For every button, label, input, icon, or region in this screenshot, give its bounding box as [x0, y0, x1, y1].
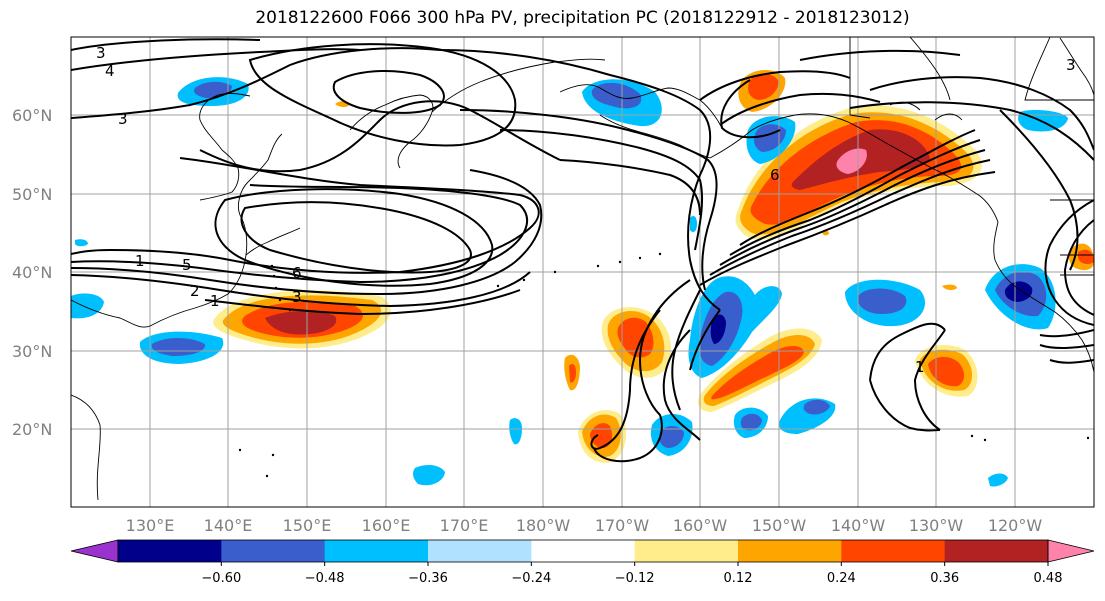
colorbar-tick-label: 0.36: [930, 571, 959, 586]
colorbar-tick-label: 0.24: [827, 571, 856, 586]
lat-label: 20°N: [12, 420, 52, 439]
colorbar-tick-label: −0.36: [408, 571, 448, 586]
lon-label: 170°W: [595, 516, 650, 535]
colorbar-swatch: [118, 540, 222, 562]
lon-label: 160°E: [362, 516, 411, 535]
lon-label: 120°W: [988, 516, 1043, 535]
colorbar-tick-label: 0.12: [724, 571, 753, 586]
contour-label: 3: [1066, 56, 1076, 74]
colorbar-swatch: [841, 540, 946, 562]
contour-label: 6: [770, 166, 780, 184]
colorbar-tick-label: 0.48: [1034, 571, 1063, 586]
lat-label: 40°N: [12, 263, 52, 282]
coastlines: [71, 37, 1094, 501]
colorbar-swatch: [634, 540, 739, 562]
lon-label: 150°E: [283, 516, 332, 535]
contour-label: 3: [118, 110, 128, 128]
lat-label: 60°N: [12, 106, 52, 125]
colorbar-under-extension: [70, 539, 119, 563]
map-frame: [70, 36, 1095, 508]
longitude-labels: 130°E 140°E 150°E 160°E 170°E 180°W 170°…: [126, 516, 1043, 535]
colorbar-swatch: [428, 540, 532, 562]
colorbar-tick-label: −0.12: [615, 571, 655, 586]
colorbar-swatch: [221, 540, 326, 562]
colorbar-swatch: [324, 540, 429, 562]
colorbar-swatch: [738, 540, 842, 562]
contour-label: 1: [210, 292, 220, 310]
contour-label: 2: [190, 282, 200, 300]
pv-contours: [71, 38, 1094, 463]
lat-label: 50°N: [12, 185, 52, 204]
map-title: 2018122600 F066 300 hPa PV, precipitatio…: [255, 8, 910, 28]
colorbar-tick-label: −0.48: [305, 571, 345, 586]
contour-label: 1: [915, 358, 925, 376]
contour-labels: 3 4 3 5 6 3 2 1 1 6 1 3: [96, 44, 1076, 376]
contour-label: 3: [96, 44, 106, 62]
latitude-labels: 60°N 50°N 40°N 30°N 20°N: [12, 106, 52, 439]
colorbar-swatch: [944, 540, 1049, 562]
lon-label: 150°W: [752, 516, 807, 535]
colorbar: −0.60 −0.48 −0.36 −0.24 −0.12 0.12 0.24 0.36 0.4…: [70, 539, 1095, 586]
colorbar-frame: [117, 539, 1049, 563]
contour-label: 3: [292, 288, 302, 306]
lon-label: 140°E: [204, 516, 253, 535]
contour-label: 6: [292, 264, 302, 282]
lat-label: 30°N: [12, 342, 52, 361]
colorbar-swatch: [531, 540, 636, 562]
colorbar-tick-label: −0.24: [511, 571, 551, 586]
lon-label: 160°W: [673, 516, 728, 535]
colorbar-over-extension: [1047, 539, 1095, 563]
lon-label: 140°W: [831, 516, 886, 535]
lon-label: 130°W: [909, 516, 964, 535]
lon-label: 180°W: [516, 516, 571, 535]
contour-label: 5: [182, 256, 192, 274]
contour-label: 4: [105, 62, 115, 80]
lon-label: 130°E: [126, 516, 175, 535]
contour-label: 1: [135, 252, 145, 270]
colorbar-tick-label: −0.60: [201, 571, 241, 586]
precip-positive-gulf-alaska: [735, 69, 982, 240]
lon-label: 170°E: [440, 516, 489, 535]
